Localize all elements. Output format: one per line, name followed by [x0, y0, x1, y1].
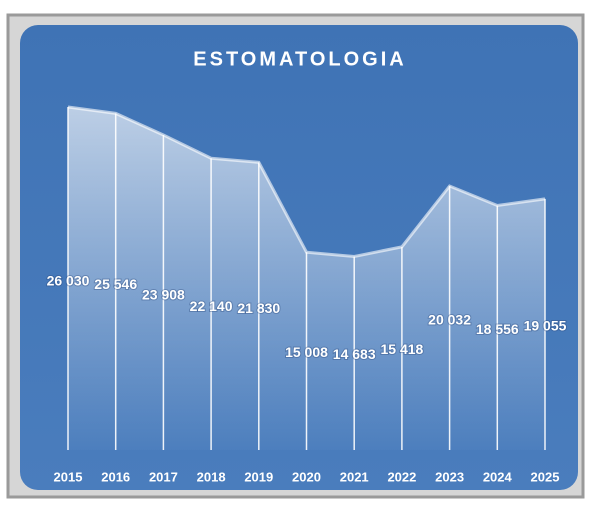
x-tick-label: 2022 — [387, 469, 416, 484]
x-tick-label: 2024 — [483, 469, 513, 484]
data-label: 15 418 — [380, 341, 423, 357]
data-label: 20 032 — [428, 311, 471, 327]
area-line — [67, 105, 546, 259]
x-tick-label: 2016 — [101, 469, 130, 484]
x-tick-label: 2023 — [435, 469, 464, 484]
x-tick-label: 2019 — [244, 469, 273, 484]
data-label: 18 556 — [476, 321, 519, 337]
x-tick-label: 2021 — [340, 469, 369, 484]
data-label: 19 055 — [524, 318, 567, 334]
data-label: 21 830 — [237, 300, 280, 316]
data-label: 25 546 — [94, 276, 137, 292]
data-label: 23 908 — [142, 286, 185, 302]
data-label: 26 030 — [47, 273, 90, 289]
data-label: 22 140 — [190, 298, 233, 314]
x-tick-label: 2020 — [292, 469, 321, 484]
chart-title: ESTOMATOLOGIA — [193, 48, 406, 70]
x-tick-label: 2017 — [149, 469, 178, 484]
x-tick-label: 2015 — [54, 469, 83, 484]
data-label: 15 008 — [285, 344, 328, 360]
x-tick-label: 2025 — [531, 469, 560, 484]
x-tick-label: 2018 — [197, 469, 226, 484]
data-label: 14 683 — [333, 346, 376, 362]
